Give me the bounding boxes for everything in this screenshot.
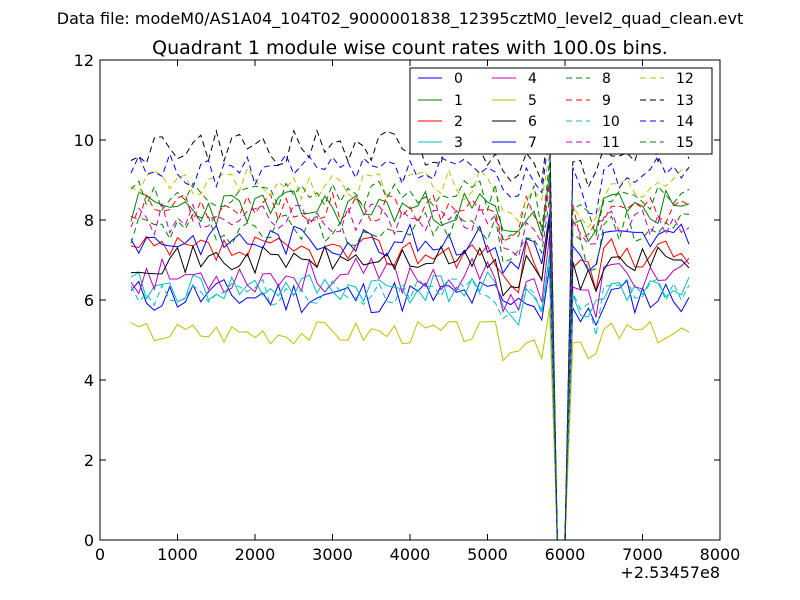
x-tick-label: 5000 — [467, 545, 508, 564]
x-tick-label: 7000 — [622, 545, 663, 564]
legend-label-14: 14 — [676, 114, 694, 130]
legend-box — [409, 67, 713, 155]
legend-label-9: 9 — [602, 93, 611, 109]
x-offset-label: +2.53457e8 — [620, 563, 720, 582]
legend-label-6: 6 — [528, 114, 537, 130]
y-tick-label: 10 — [74, 131, 94, 150]
series-line-7 — [130, 214, 690, 541]
series-line-1 — [130, 173, 690, 541]
chart-title: Quadrant 1 module wise count rates with … — [152, 37, 668, 59]
x-tick-label: 4000 — [390, 545, 431, 564]
series-line-4 — [130, 235, 690, 541]
legend-label-8: 8 — [602, 71, 611, 87]
x-tick-label: 6000 — [545, 545, 586, 564]
legend-label-0: 0 — [454, 71, 463, 87]
y-tick-label: 6 — [84, 291, 94, 310]
series-line-8 — [130, 198, 690, 541]
legend-label-15: 15 — [676, 135, 694, 151]
series-line-9 — [130, 182, 690, 541]
legend-label-1: 1 — [454, 93, 463, 109]
legend-label-13: 13 — [676, 93, 694, 109]
legend-label-11: 11 — [602, 135, 620, 151]
legend-label-5: 5 — [528, 93, 537, 109]
series-line-11 — [130, 184, 690, 541]
y-tick-label: 0 — [84, 531, 94, 550]
tick-layer: 0 1000 2000 3000 4000 5000 6000 7000 80000246810… — [74, 51, 741, 564]
x-tick-label: 3000 — [312, 545, 353, 564]
series-line-2 — [130, 213, 690, 541]
series-line-5 — [130, 307, 690, 541]
suptitle: Data file: modeM0/AS1A04_104T02_90000018… — [57, 9, 743, 29]
legend-label-3: 3 — [454, 135, 463, 151]
series-line-14 — [130, 130, 690, 541]
x-tick-label: 8000 — [700, 545, 741, 564]
legend-label-7: 7 — [528, 135, 537, 151]
series-line-3 — [130, 253, 690, 541]
series-line-10 — [130, 260, 690, 541]
y-tick-label: 4 — [84, 371, 94, 390]
x-tick-label: 2000 — [235, 545, 276, 564]
legend-label-4: 4 — [528, 71, 537, 87]
series-layer — [130, 117, 690, 541]
x-tick-label: 0 — [95, 545, 105, 564]
series-line-0 — [130, 267, 690, 541]
legend-label-12: 12 — [676, 71, 694, 87]
y-tick-label: 8 — [84, 211, 94, 230]
legend-label-10: 10 — [602, 114, 620, 130]
legend-label-2: 2 — [454, 114, 463, 130]
series-line-6 — [130, 220, 690, 541]
y-tick-label: 12 — [74, 51, 94, 70]
series-line-12 — [130, 153, 690, 541]
y-tick-label: 2 — [84, 451, 94, 470]
x-tick-label: 1000 — [157, 545, 198, 564]
series-line-15 — [130, 161, 690, 541]
